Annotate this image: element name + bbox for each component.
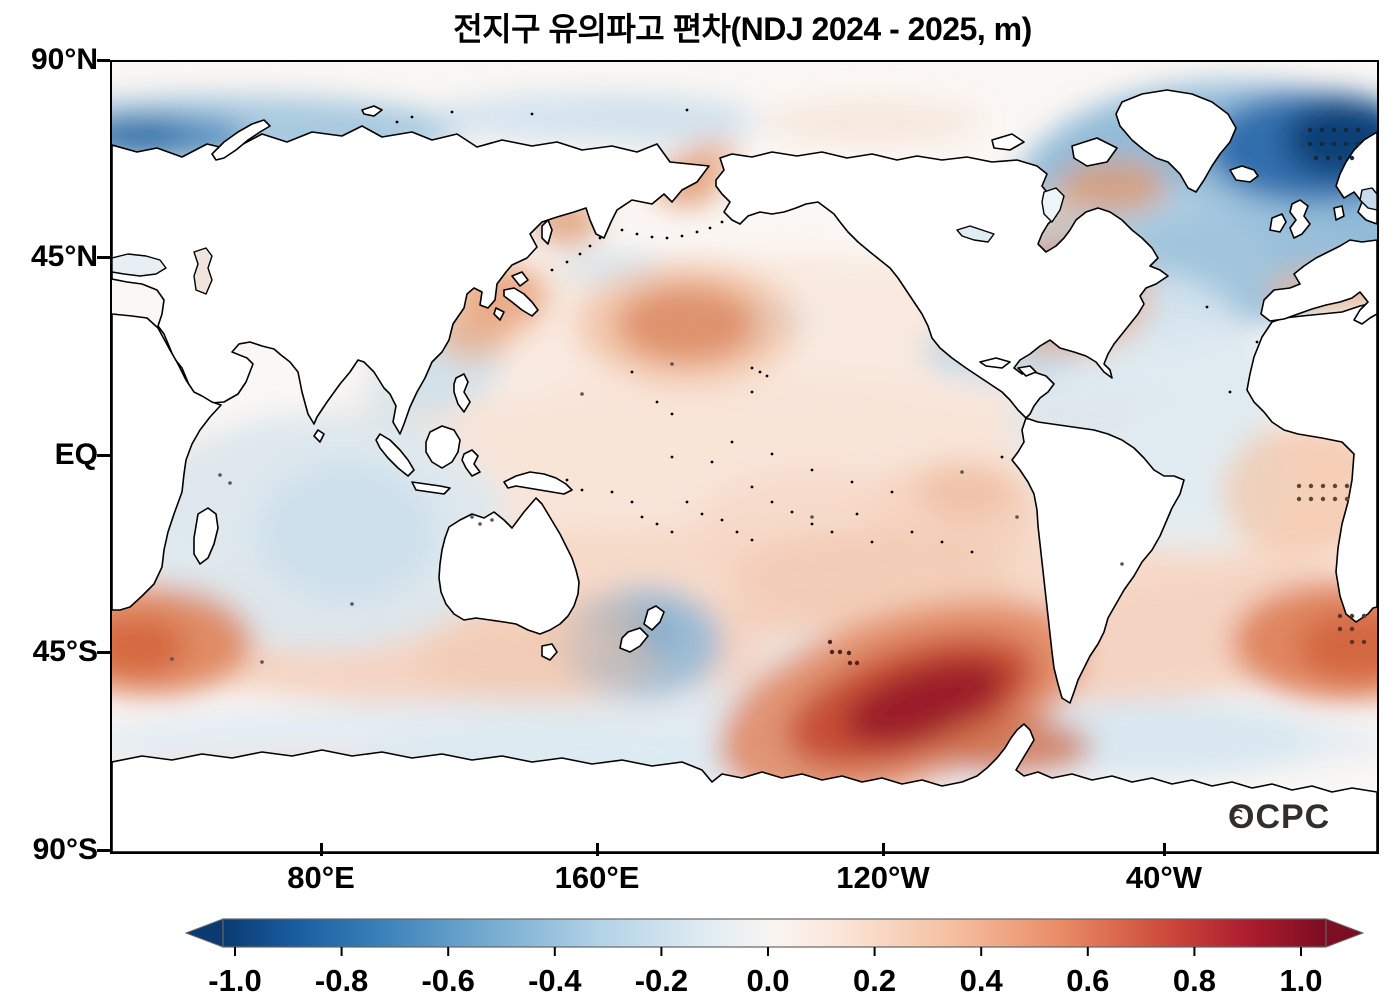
land-borneo: [425, 425, 461, 469]
land-greenland: [1115, 89, 1237, 193]
lat-tick-mark: [97, 255, 110, 259]
colorbar: -1.0 -0.8 -0.6 -0.4 -0.2 0.0 0.2 0.4 0.6 0.8 1.0: [184, 918, 1365, 998]
colorbar-tick-value: -0.6: [421, 963, 474, 998]
lat-tick-label: 45°S: [32, 635, 98, 668]
caspian-sea: [193, 247, 213, 295]
lon-tick-label: 120°W: [836, 860, 930, 895]
great-lakes: [956, 225, 995, 243]
land-denmark: [1333, 205, 1345, 221]
land-sri-lanka: [313, 429, 325, 443]
lon-tick-label: 160°E: [554, 860, 640, 895]
se-pacific-significance: [827, 639, 860, 666]
colorbar-tick-value: -0.8: [315, 963, 368, 998]
small-island-dots: [395, 108, 1259, 554]
world-map: OCPC: [112, 62, 1377, 852]
lon-tick-mark: [595, 843, 599, 856]
land-japan-honshu: [503, 287, 539, 317]
land-sumatra: [375, 433, 415, 477]
scattered-significance: [170, 362, 1124, 664]
black-sea: [112, 253, 167, 277]
ocpc-watermark: OCPC: [1228, 798, 1330, 836]
colorbar-right-arrow: [1325, 918, 1365, 948]
colorbar-tick-value: 0.6: [1066, 963, 1109, 998]
lon-tick-mark: [1162, 843, 1166, 856]
lat-tick-mark: [97, 453, 110, 457]
lat-tick-label: 45°N: [30, 240, 98, 273]
land-cuba: [979, 357, 1011, 369]
lat-tick-label: 90°N: [30, 43, 98, 76]
lon-tick-mark: [881, 843, 885, 856]
colorbar-tick-value: 0.0: [746, 963, 789, 998]
baltic-sea: [1359, 187, 1377, 211]
colorbar-tick-value: 0.4: [960, 963, 1004, 998]
land-victoria-island: [991, 133, 1025, 151]
map-frame: OCPC: [110, 60, 1379, 854]
land-nz-north: [643, 605, 665, 631]
south-atlantic-significance: [1337, 613, 1367, 645]
land-africa-east: [112, 313, 222, 611]
lat-tick-mark: [97, 848, 110, 852]
lat-tick-mark: [97, 58, 110, 62]
colorbar-tick-value: -0.2: [635, 963, 688, 998]
land-japan-kyushu: [493, 307, 505, 321]
landmasses: [112, 89, 1377, 852]
land-tasmania: [541, 643, 558, 661]
land-antarctica: [112, 723, 1377, 852]
land-madagascar: [193, 507, 219, 565]
lon-tick-label: 80°E: [287, 860, 355, 895]
land-iceland: [1229, 165, 1259, 183]
land-philippines: [453, 373, 471, 413]
lon-tick-mark: [319, 843, 323, 856]
wave-icon: [1233, 809, 1243, 820]
watermark-text: OCPC: [1228, 798, 1330, 836]
hudson-bay: [1041, 187, 1065, 223]
significance-stipples: [170, 127, 1367, 666]
land-hispaniola: [1017, 365, 1037, 377]
equatorial-atlantic-significance: [1296, 483, 1350, 502]
land-uk: [1289, 199, 1311, 239]
land-japan-hokkaido: [511, 271, 529, 287]
land-novaya-zemlya: [211, 119, 271, 161]
land-new-guinea: [503, 471, 573, 495]
colorbar-tick-value: -0.4: [528, 963, 582, 998]
land-eurasia: [112, 125, 710, 435]
colorbar-left-arrow: [184, 918, 224, 948]
lon-tick-label: 40°W: [1125, 860, 1203, 895]
colorbar-gradient-bar: [222, 918, 1327, 948]
land-baffin: [1071, 137, 1118, 167]
land-sulawesi: [461, 449, 481, 477]
colorbar-ticks: [234, 947, 1302, 956]
chart-title: 전지구 유의파고 편차(NDJ 2024 - 2025, m): [453, 11, 1032, 47]
norwegian-sea-significance: [1307, 127, 1361, 161]
colorbar-tick-value: 0.8: [1173, 963, 1216, 998]
land-north-america: [715, 151, 1169, 419]
land-nz-south: [619, 627, 649, 653]
lat-tick-label: EQ: [54, 438, 98, 471]
lat-tick-label: 90°S: [32, 833, 98, 866]
lat-tick-mark: [97, 650, 110, 654]
inland-seas: [112, 187, 1377, 295]
land-europe: [1260, 239, 1377, 325]
land-south-america: [1011, 417, 1185, 704]
land-ireland: [1269, 213, 1287, 233]
land-svalbard: [361, 105, 383, 117]
land-java: [411, 481, 451, 495]
land-australia: [438, 497, 580, 635]
colorbar-tick-value: 1.0: [1279, 963, 1322, 998]
land-sakhalin: [541, 219, 553, 245]
colorbar-tick-value: -1.0: [208, 963, 261, 998]
colorbar-tick-value: 0.2: [853, 963, 896, 998]
colorbar-tick-labels: -1.0 -0.8 -0.6 -0.4 -0.2 0.0 0.2 0.4 0.6 0.8 1.0: [208, 963, 1322, 998]
